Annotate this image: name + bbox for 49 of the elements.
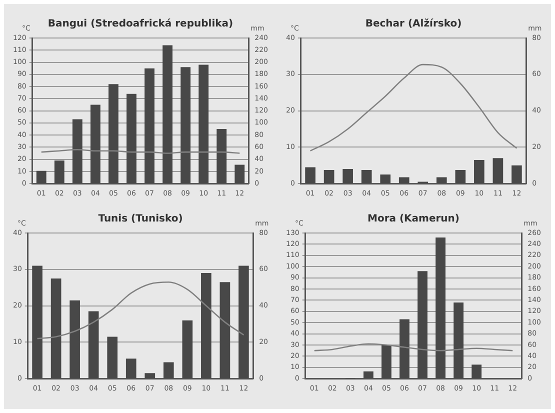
bar <box>72 119 82 184</box>
bar <box>305 167 316 184</box>
bar <box>54 160 64 184</box>
bar <box>126 94 136 184</box>
bar <box>380 174 391 184</box>
bar <box>70 300 80 379</box>
bar <box>32 266 42 379</box>
bar <box>398 177 410 184</box>
bar <box>126 358 136 379</box>
line-series <box>314 343 514 352</box>
bar <box>198 64 209 184</box>
bar <box>234 164 245 184</box>
line-series <box>36 281 244 340</box>
bar <box>220 282 230 379</box>
bar <box>201 273 212 379</box>
bar <box>90 104 100 184</box>
bar <box>180 67 191 184</box>
chart-title: Bechar (Alžírsko) <box>365 18 462 30</box>
bar <box>472 364 482 379</box>
bar <box>512 165 522 184</box>
bar <box>324 170 334 184</box>
chart-title: Mora (Kamerun) <box>368 214 460 225</box>
bar <box>88 311 99 379</box>
line-series <box>310 64 518 152</box>
bar <box>163 362 174 379</box>
bar <box>454 302 464 379</box>
bar <box>418 271 428 379</box>
bar <box>436 177 447 184</box>
bar <box>455 170 466 184</box>
bar <box>400 319 410 379</box>
bar <box>50 278 62 379</box>
chart-title: Bangui (Stredoafrická republika) <box>48 18 234 30</box>
bar <box>162 45 172 184</box>
bar <box>474 160 484 184</box>
bar <box>107 336 118 379</box>
bar <box>108 84 118 184</box>
bar <box>382 345 392 379</box>
bar <box>216 129 227 184</box>
bar <box>36 170 46 184</box>
bar <box>363 371 374 379</box>
bar <box>144 373 156 379</box>
bar <box>144 68 154 184</box>
bar <box>361 170 372 184</box>
bar <box>436 237 446 379</box>
bar <box>238 266 249 379</box>
bar <box>182 320 193 379</box>
chart-title: Tunis (Tunisko) <box>98 214 183 225</box>
bar <box>342 169 353 184</box>
bar <box>492 158 504 184</box>
